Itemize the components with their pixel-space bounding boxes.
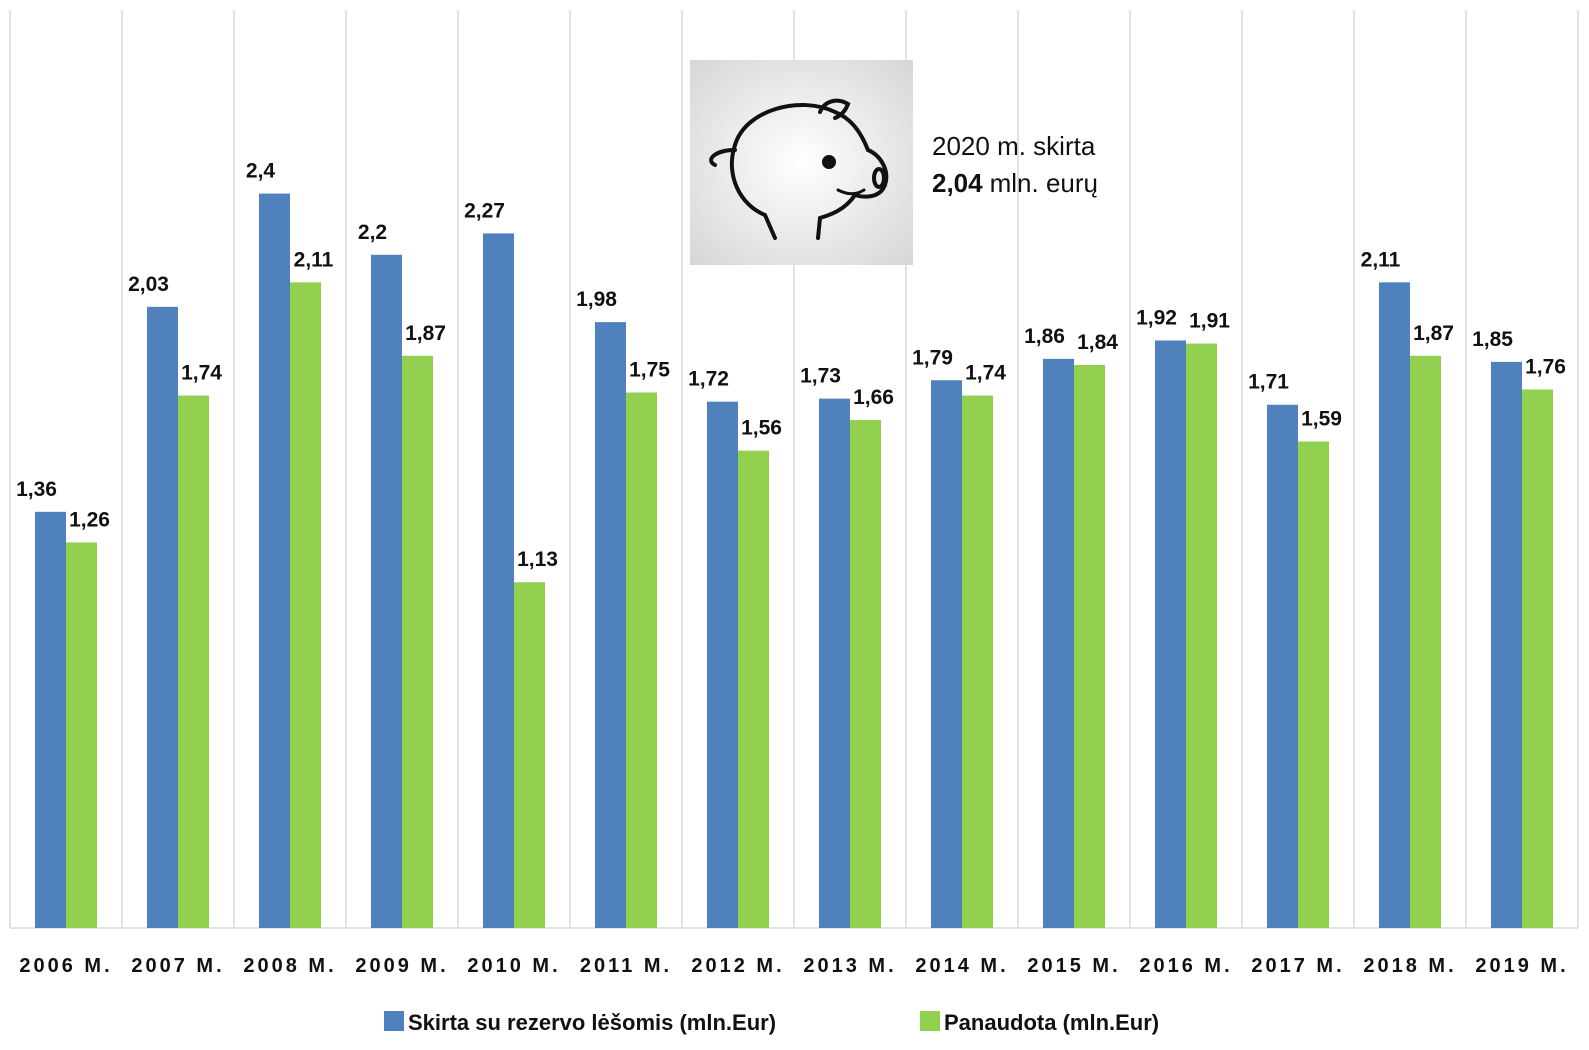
x-tick-label: 2012 M. (691, 955, 784, 977)
bar (259, 194, 290, 928)
value-label: 1,92 (1136, 306, 1177, 329)
bar (1298, 441, 1329, 928)
value-label: 2,4 (246, 160, 276, 183)
bar (931, 380, 962, 928)
value-label: 1,56 (741, 417, 782, 440)
x-tick-label: 2013 M. (803, 955, 896, 977)
value-label: 1,26 (69, 508, 110, 531)
bar (35, 512, 66, 928)
bar (514, 582, 545, 928)
x-tick-label: 2009 M. (355, 955, 448, 977)
bar (1491, 362, 1522, 928)
pig-image (690, 60, 913, 265)
bar (1074, 365, 1105, 928)
bar (1155, 340, 1186, 928)
bar (147, 307, 178, 928)
value-label: 1,66 (853, 386, 894, 409)
value-label: 2,2 (358, 221, 387, 244)
bar (962, 396, 993, 928)
x-tick-label: 2006 M. (19, 955, 112, 977)
annotation-value: 2,04 (932, 168, 983, 198)
bar (819, 399, 850, 928)
value-label: 1,72 (688, 368, 729, 391)
legend-swatch (384, 1011, 404, 1031)
bar (371, 255, 402, 928)
value-label: 1,84 (1077, 331, 1118, 354)
bar (1043, 359, 1074, 928)
bar (290, 282, 321, 928)
value-label: 1,76 (1525, 355, 1566, 378)
x-tick-label: 2014 M. (915, 955, 1008, 977)
x-tick-label: 2011 M. (580, 955, 672, 977)
legend-label: Skirta su rezervo lėšomis (mln.Eur) (408, 1010, 776, 1035)
legend-label: Panaudota (mln.Eur) (944, 1010, 1159, 1035)
value-label: 1,87 (405, 322, 446, 345)
x-tick-label: 2007 M. (131, 955, 224, 977)
value-label: 2,03 (128, 273, 169, 296)
bar (483, 233, 514, 928)
bar (178, 396, 209, 928)
bar (1379, 282, 1410, 928)
value-label: 1,75 (629, 359, 670, 382)
value-label: 1,73 (800, 365, 841, 388)
value-label: 1,79 (912, 346, 953, 369)
bar (738, 451, 769, 928)
value-label: 1,87 (1413, 322, 1454, 345)
value-label: 1,98 (576, 288, 617, 311)
value-label: 2,11 (1361, 248, 1401, 271)
value-label: 1,59 (1301, 407, 1342, 430)
x-tick-label: 2010 M. (467, 955, 560, 977)
chart: 2020 m. skirta 2,04mln. eurų 2006 M. 1,36… (0, 0, 1589, 1050)
x-tick-label: 2019 M. (1475, 955, 1568, 977)
value-label: 2,11 (294, 248, 334, 271)
x-tick-label: 2018 M. (1363, 955, 1456, 977)
value-label: 1,74 (181, 362, 222, 385)
bar (626, 393, 657, 929)
annotation-text: 2020 m. skirta (932, 131, 1096, 161)
bar (1267, 405, 1298, 928)
bar (1522, 389, 1553, 928)
pig-eye (822, 155, 836, 169)
annotation-unit: mln. eurų (990, 168, 1098, 198)
bar (850, 420, 881, 928)
value-label: 1,36 (16, 478, 57, 501)
x-tick-label: 2008 M. (243, 955, 336, 977)
bar (402, 356, 433, 928)
value-label: 1,91 (1189, 310, 1230, 333)
x-tick-label: 2017 M. (1251, 955, 1344, 977)
value-label: 1,74 (965, 362, 1006, 385)
x-tick-label: 2015 M. (1027, 955, 1120, 977)
value-label: 1,85 (1472, 328, 1513, 351)
bar (707, 402, 738, 928)
bar (66, 542, 97, 928)
value-label: 2,27 (464, 199, 505, 222)
value-label: 1,13 (517, 548, 558, 571)
bar (1410, 356, 1441, 928)
x-tick-label: 2016 M. (1139, 955, 1232, 977)
bar (595, 322, 626, 928)
legend-swatch (920, 1011, 940, 1031)
value-label: 1,86 (1024, 325, 1065, 348)
value-label: 1,71 (1248, 371, 1289, 394)
bar (1186, 344, 1217, 928)
